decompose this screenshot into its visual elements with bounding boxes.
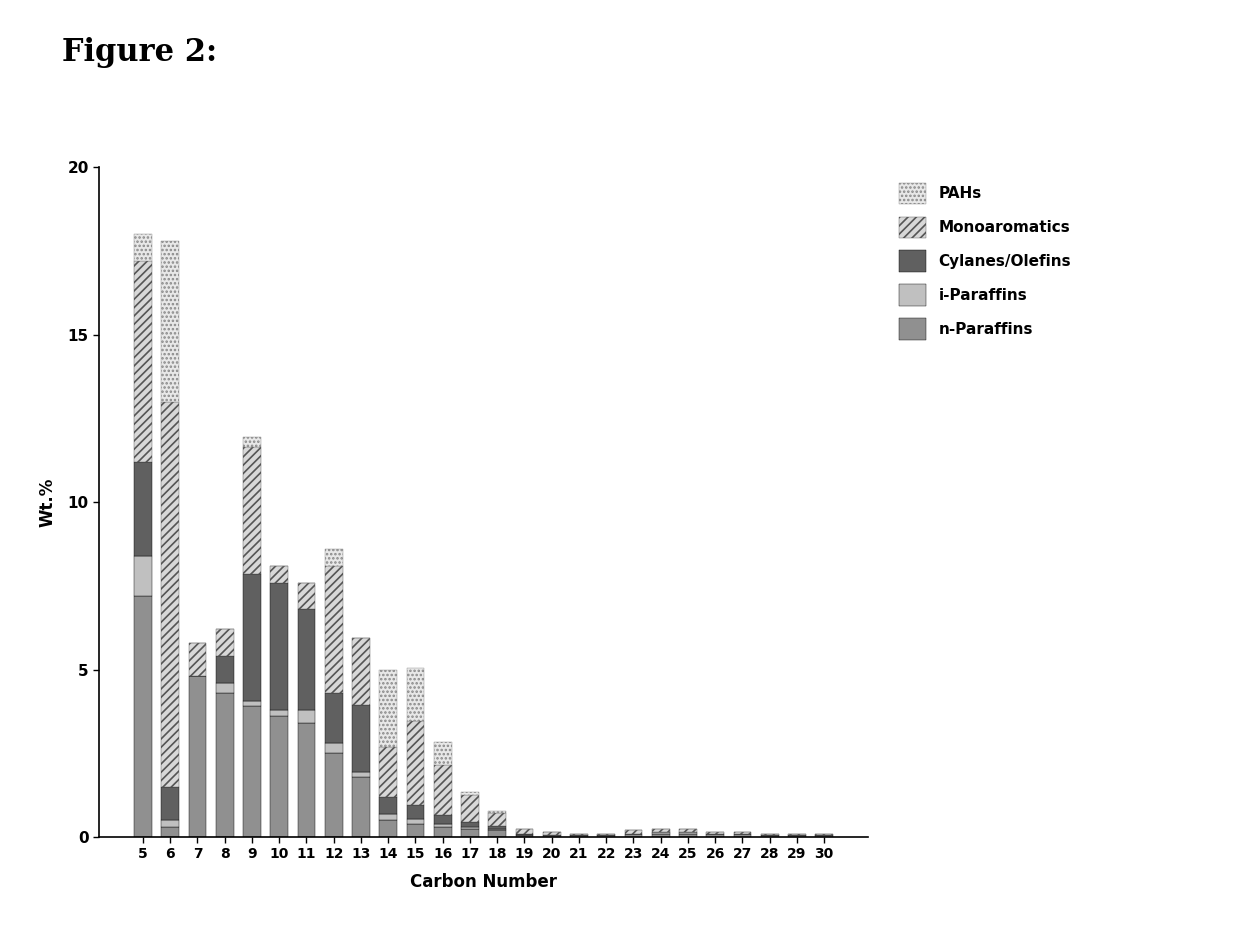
Bar: [134, 261, 151, 462]
Bar: [352, 705, 370, 772]
Bar: [188, 676, 206, 837]
Bar: [625, 833, 642, 837]
Bar: [680, 833, 697, 837]
Bar: [489, 811, 506, 813]
Bar: [461, 827, 479, 829]
Bar: [243, 437, 260, 447]
Bar: [680, 829, 697, 832]
Bar: [652, 832, 670, 833]
Legend: PAHs, Monoaromatics, Cylanes/Olefins, i-Paraffins, n-Paraffins: PAHs, Monoaromatics, Cylanes/Olefins, i-…: [892, 175, 1079, 347]
Bar: [434, 824, 451, 827]
Bar: [516, 834, 533, 835]
Bar: [243, 707, 260, 837]
Bar: [543, 835, 560, 837]
Bar: [570, 833, 588, 835]
Bar: [625, 830, 642, 833]
Bar: [707, 832, 724, 833]
Bar: [789, 835, 806, 837]
Bar: [270, 565, 288, 582]
Bar: [434, 741, 451, 765]
Bar: [134, 462, 151, 556]
Bar: [134, 234, 151, 261]
Y-axis label: Wt.%: Wt.%: [38, 477, 56, 527]
Bar: [489, 813, 506, 826]
Bar: [570, 835, 588, 837]
Bar: [489, 826, 506, 829]
Bar: [134, 596, 151, 837]
Bar: [598, 835, 615, 837]
Bar: [161, 820, 179, 827]
Bar: [680, 832, 697, 833]
Bar: [161, 402, 179, 787]
Bar: [461, 795, 479, 822]
Bar: [407, 818, 424, 824]
Bar: [216, 683, 233, 693]
Bar: [325, 753, 342, 837]
Bar: [243, 574, 260, 701]
Bar: [516, 830, 533, 834]
Bar: [434, 816, 451, 824]
Bar: [489, 829, 506, 830]
Bar: [461, 822, 479, 827]
Bar: [216, 657, 233, 683]
Bar: [352, 772, 370, 777]
Bar: [298, 609, 315, 710]
Bar: [407, 824, 424, 837]
Bar: [489, 830, 506, 837]
Bar: [352, 777, 370, 837]
Bar: [161, 827, 179, 837]
Bar: [461, 829, 479, 837]
Bar: [816, 835, 833, 837]
Bar: [352, 638, 370, 705]
Bar: [161, 787, 179, 820]
Bar: [707, 833, 724, 837]
Bar: [270, 710, 288, 716]
Bar: [461, 791, 479, 795]
Bar: [270, 582, 288, 710]
Bar: [216, 630, 233, 657]
Bar: [134, 556, 151, 596]
Bar: [379, 820, 397, 837]
Bar: [789, 833, 806, 835]
Bar: [407, 722, 424, 805]
Bar: [270, 716, 288, 837]
Bar: [325, 743, 342, 753]
Bar: [816, 833, 833, 835]
X-axis label: Carbon Number: Carbon Number: [410, 872, 557, 891]
Bar: [161, 241, 179, 402]
Bar: [379, 814, 397, 820]
Bar: [325, 565, 342, 693]
Bar: [652, 829, 670, 832]
Bar: [761, 835, 779, 837]
Bar: [734, 833, 751, 837]
Bar: [325, 693, 342, 743]
Bar: [407, 668, 424, 722]
Bar: [298, 710, 315, 724]
Bar: [652, 833, 670, 837]
Bar: [325, 549, 342, 565]
Bar: [543, 832, 560, 835]
Bar: [516, 835, 533, 837]
Bar: [298, 582, 315, 609]
Bar: [188, 643, 206, 676]
Bar: [243, 701, 260, 707]
Bar: [243, 447, 260, 574]
Bar: [379, 670, 397, 747]
Bar: [298, 724, 315, 837]
Bar: [216, 693, 233, 837]
Bar: [379, 797, 397, 814]
Bar: [598, 833, 615, 835]
Text: Figure 2:: Figure 2:: [62, 37, 217, 68]
Bar: [407, 805, 424, 818]
Bar: [734, 832, 751, 833]
Bar: [434, 827, 451, 837]
Bar: [761, 833, 779, 835]
Bar: [434, 765, 451, 816]
Bar: [379, 747, 397, 797]
